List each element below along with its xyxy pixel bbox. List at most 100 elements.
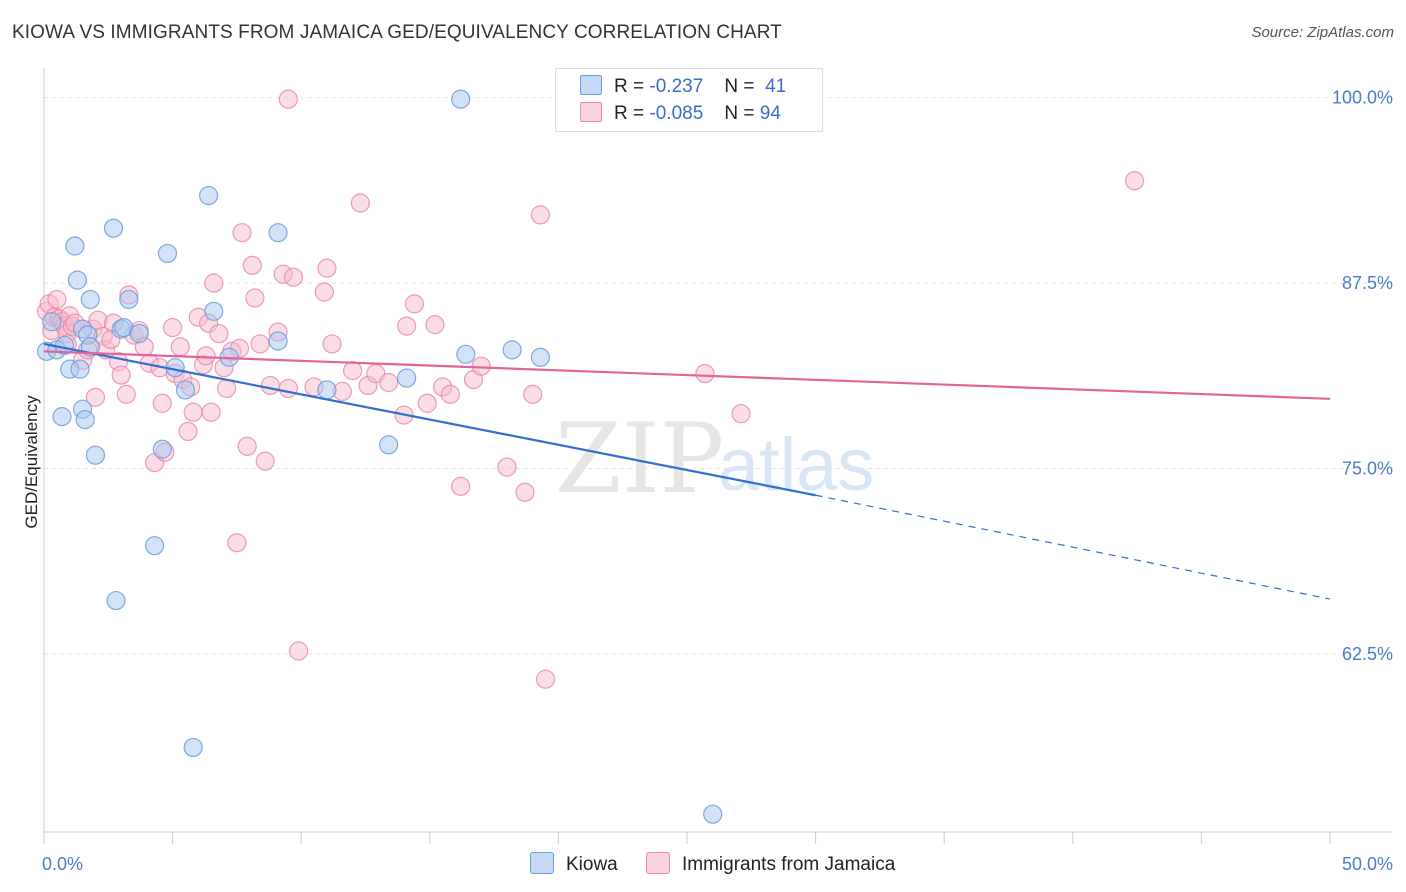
kiowa-point xyxy=(65,236,85,256)
jamaica-point xyxy=(289,641,309,661)
legend-row-kiowa: R = -0.237 N = 41 xyxy=(580,75,786,99)
jamaica-point xyxy=(204,273,224,293)
tick-labels: 100.0% 87.5% 75.0% 62.5% 0.0% 50.0% xyxy=(42,88,1393,874)
kiowa-point xyxy=(103,218,124,238)
jamaica-point xyxy=(255,451,275,471)
jamaica-point xyxy=(152,393,172,413)
kiowa-point xyxy=(75,409,95,430)
legend-row-jamaica: R = -0.085 N = 94 xyxy=(580,102,781,126)
jamaica-point xyxy=(417,393,437,413)
jamaica-point xyxy=(245,288,265,308)
jamaica-swatch xyxy=(580,102,602,122)
kiowa-legend-label: Kiowa xyxy=(566,854,618,875)
jamaica-point xyxy=(404,294,424,314)
kiowa-point xyxy=(379,435,399,455)
jamaica-point xyxy=(731,404,751,424)
jamaica-point xyxy=(343,361,363,381)
kiowa-point xyxy=(129,323,149,344)
jamaica-point xyxy=(217,378,237,399)
jamaica-point xyxy=(397,316,417,336)
legend-item-jamaica: Immigrants from Jamaica xyxy=(646,852,895,876)
jamaica-point xyxy=(317,258,337,278)
legend-item-kiowa: Kiowa xyxy=(530,852,618,876)
kiowa-point xyxy=(70,359,90,379)
jamaica-point xyxy=(111,365,131,385)
watermark-atlas: atlas xyxy=(718,423,874,506)
x-tick-label: 50.0% xyxy=(1342,854,1393,874)
jamaica-point xyxy=(379,372,399,393)
jamaica-legend-label: Immigrants from Jamaica xyxy=(682,854,896,875)
jamaica-point xyxy=(85,387,106,407)
jamaica-point xyxy=(314,282,334,302)
jamaica-point xyxy=(227,533,247,553)
jamaica-point xyxy=(232,223,252,243)
kiowa-point xyxy=(175,380,196,400)
jamaica-point xyxy=(695,364,715,384)
kiowa-point xyxy=(85,445,106,465)
watermark-zip: ZIP xyxy=(555,403,724,515)
jamaica-point xyxy=(196,346,216,366)
jamaica-point xyxy=(209,323,229,344)
jamaica-point xyxy=(425,315,445,335)
jamaica-point xyxy=(183,402,203,422)
watermark: ZIP atlas xyxy=(555,403,874,515)
jamaica-point xyxy=(163,318,183,338)
kiowa-point xyxy=(268,223,288,243)
jamaica-point xyxy=(283,267,304,287)
kiowa-point xyxy=(204,301,224,321)
jamaica-point xyxy=(451,476,471,496)
kiowa-points xyxy=(36,89,723,824)
jamaica-point xyxy=(170,337,190,357)
jamaica-point xyxy=(242,255,262,275)
kiowa-point xyxy=(268,331,288,351)
jamaica-point xyxy=(523,384,543,404)
chart-title: KIOWA VS IMMIGRANTS FROM JAMAICA GED/EQU… xyxy=(12,22,782,43)
y-tick-label: 75.0% xyxy=(1342,459,1393,479)
kiowa-point xyxy=(152,439,172,459)
y-tick-label: 62.5% xyxy=(1342,644,1393,664)
jamaica-point xyxy=(250,334,270,354)
y-axis-label: GED/Equivalency xyxy=(22,395,41,529)
source-label: Source: ZipAtlas.com xyxy=(1251,24,1394,41)
kiowa-point xyxy=(456,344,476,364)
kiowa-r-value: -0.237 xyxy=(649,76,704,97)
jamaica-point xyxy=(116,384,136,404)
jamaica-point xyxy=(530,205,550,225)
jamaica-r-value: -0.085 xyxy=(649,103,704,124)
jamaica-point xyxy=(1124,171,1145,191)
series-legend: Kiowa Immigrants from Jamaica xyxy=(0,852,1406,878)
kiowa-legend-swatch xyxy=(530,852,554,874)
kiowa-point xyxy=(52,407,72,427)
kiowa-point xyxy=(397,368,417,388)
kiowa-point xyxy=(144,536,165,556)
data-points xyxy=(36,89,1145,824)
kiowa-n-value: 41 xyxy=(765,76,787,97)
kiowa-point xyxy=(42,312,62,332)
n-label: N = xyxy=(724,76,755,97)
jamaica-trend-line xyxy=(43,350,1331,400)
jamaica-point xyxy=(535,669,556,689)
kiowa-point xyxy=(119,289,139,310)
jamaica-point xyxy=(497,457,517,477)
kiowa-point xyxy=(703,804,723,824)
jamaica-point xyxy=(237,436,257,456)
kiowa-point xyxy=(317,380,337,400)
x-tick-label: 0.0% xyxy=(42,854,83,874)
jamaica-point xyxy=(178,421,198,442)
y-tick-label: 87.5% xyxy=(1342,273,1393,293)
y-tick-label: 100.0% xyxy=(1332,88,1393,108)
kiowa-trend-line xyxy=(43,342,816,497)
jamaica-points xyxy=(36,89,1145,689)
kiowa-point xyxy=(199,185,219,206)
jamaica-point xyxy=(350,193,370,213)
axes xyxy=(43,68,1392,844)
r-label: R = xyxy=(614,76,645,97)
jamaica-point xyxy=(322,334,342,354)
jamaica-point xyxy=(278,89,298,109)
kiowa-trend-extension xyxy=(815,494,1331,600)
kiowa-point xyxy=(502,340,522,360)
jamaica-point xyxy=(201,402,221,422)
kiowa-swatch xyxy=(580,75,602,95)
kiowa-point xyxy=(80,289,100,310)
